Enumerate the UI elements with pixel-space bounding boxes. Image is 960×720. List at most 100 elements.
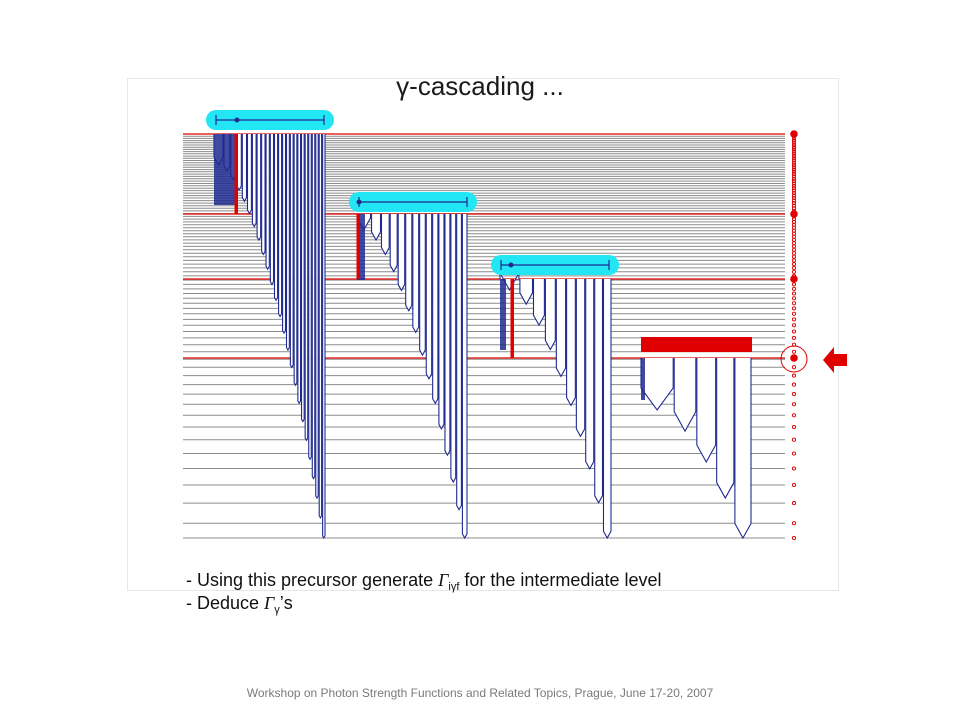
transition-shape [285,134,290,352]
level-marker [791,349,797,354]
level-marker [791,424,797,430]
level-marker [791,147,797,152]
transition-shape [315,134,319,500]
transition-shape [246,134,252,215]
transition-shape [269,134,275,286]
transition-shape [318,134,323,520]
dense-transitions [500,279,506,350]
level-marker-filled [790,210,798,218]
level-marker [791,365,797,370]
transition-shape [602,279,612,540]
level-marker [791,382,797,387]
width-indicator-bars [206,110,752,352]
level-marker-filled [790,275,798,283]
transition-shape [532,279,545,327]
transition-shape [425,214,433,380]
transition-shape [696,358,717,464]
transition-shape [450,214,457,484]
level-marker [791,179,797,184]
transition-shape [304,134,309,442]
dense-transitions [357,214,365,280]
level-marker [791,269,797,274]
transition-shape [555,279,567,378]
feeding-transition [510,279,514,358]
level-marker [791,317,797,322]
red-arrow-icon [823,347,847,373]
transition-shape [371,214,382,242]
bullet-2-subscript: γ [274,604,280,616]
level-marker [791,501,797,506]
transition-shape [256,134,262,242]
level-markers [780,130,808,541]
level-marker [791,392,797,397]
level-marker [791,258,797,263]
level-marker [791,373,797,378]
level-marker [791,265,797,270]
level-marker [791,151,797,156]
transition-shape [293,134,298,387]
transition-shape [461,214,468,540]
level-marker [791,451,797,456]
level-marker [791,306,797,311]
level-marker [791,167,797,172]
level-marker-filled [790,354,798,362]
feeding-transition [234,134,238,214]
bullet-2-symbol: Γ [264,593,275,613]
level-marker [791,169,797,174]
bullet-1-prefix: - Using this precursor generate [186,570,439,590]
level-marker [791,402,797,407]
bullet-deduce-widths: - Deduce Γγ’s [186,591,293,622]
level-marker [791,172,797,177]
level-marker [791,244,797,249]
level-marker [791,521,797,526]
transition-shape [297,134,302,405]
feeding-transition [356,214,360,279]
level-marker [791,413,797,418]
level-marker [791,247,797,252]
selected-level-ring [780,345,808,373]
transition-shape [585,279,595,471]
gamma-cascades [213,134,752,540]
level-marker [791,201,797,206]
level-marker [791,251,797,256]
level-marker [791,149,797,154]
level-marker [791,262,797,267]
level-marker [791,174,797,179]
transition-shape [432,214,439,405]
level-marker [791,254,797,259]
level-marker [791,437,797,442]
width-central-point [234,117,240,123]
transition-shape [241,134,248,203]
level-marker [791,203,797,208]
transition-shape [278,134,283,318]
level-marker [791,301,797,306]
width-central-point [508,262,514,268]
transition-shape [716,358,735,500]
level-marker [791,138,797,143]
slide-title: γ-cascading ... [396,71,564,101]
level-marker [791,291,797,296]
transition-shape [673,358,697,433]
level-marker [791,323,797,328]
transition-shape [419,214,426,357]
level-marker [791,195,797,201]
width-bar-red [641,337,752,352]
level-marker [791,145,797,150]
level-marker [791,206,797,211]
level-marker [791,181,797,186]
transition-shape [734,358,752,540]
transition-shape [444,214,451,457]
bullet-1-symbol: Γ [438,570,449,590]
transition-shape [397,214,406,292]
level-marker [791,466,797,471]
level-marker [791,535,797,541]
level-marker-filled [790,130,798,138]
transition-shape [412,214,420,334]
level-marker [791,282,797,287]
transition-shape [300,134,305,423]
level-marker [791,156,797,161]
slide-frame [127,78,839,591]
level-marker [791,154,797,159]
bullet-1-suffix: for the intermediate level [459,570,662,590]
